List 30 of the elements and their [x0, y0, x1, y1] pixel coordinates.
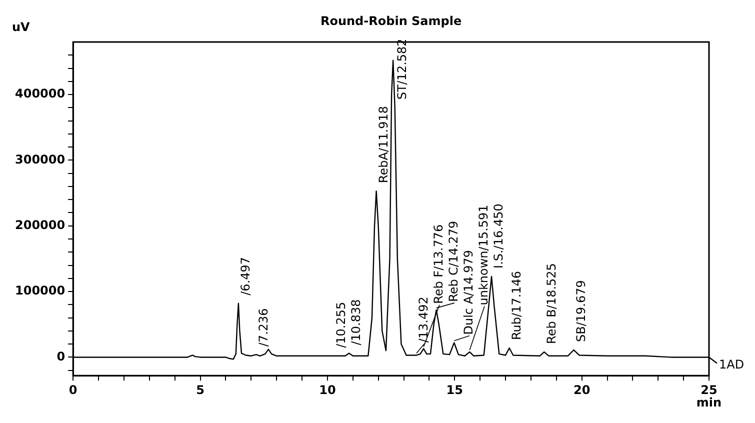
y-axis-title: uV [12, 20, 31, 34]
x-tick-label: 20 [573, 382, 590, 397]
x-tick-label: 0 [68, 382, 78, 397]
annotation: I.S./16.450 [492, 204, 506, 268]
annotation: Rub/17.146 [509, 270, 524, 340]
annotation: /13.492 [416, 296, 431, 343]
x-tick-label: 10 [319, 382, 336, 397]
y-tick-label: 100000 [14, 284, 66, 298]
annotation: /7.236 [256, 308, 270, 347]
annotation: /6.497 [238, 256, 253, 296]
annotation: /10.255 [334, 302, 348, 348]
annotation: SB/19.679 [574, 280, 588, 342]
y-tick-label: 400000 [14, 86, 66, 101]
annotation: Reb C/14.279 [446, 220, 461, 302]
annotation: Reb F/13.776 [432, 224, 446, 304]
x-axis-title: min [696, 396, 722, 410]
x-tick-label: 5 [196, 382, 204, 397]
chart-title: Round-Robin Sample [320, 14, 462, 28]
annotation: /10.838 [349, 299, 364, 346]
x-tick-label: 25 [700, 382, 718, 397]
annotation: Dulc A/14.979 [462, 250, 476, 335]
y-tick-label: 300000 [14, 152, 66, 166]
annotation: RebA/11.918 [376, 106, 390, 184]
y-tick-label: 200000 [14, 218, 66, 232]
y-tick-label: 0 [56, 349, 66, 364]
annotation: Reb B/18.525 [544, 263, 558, 344]
legend-label: 1AD [719, 357, 744, 372]
annotation: ST/12.582 [394, 38, 409, 100]
x-tick-label: 15 [446, 382, 463, 397]
annotation: unknown/15.591 [476, 204, 491, 306]
